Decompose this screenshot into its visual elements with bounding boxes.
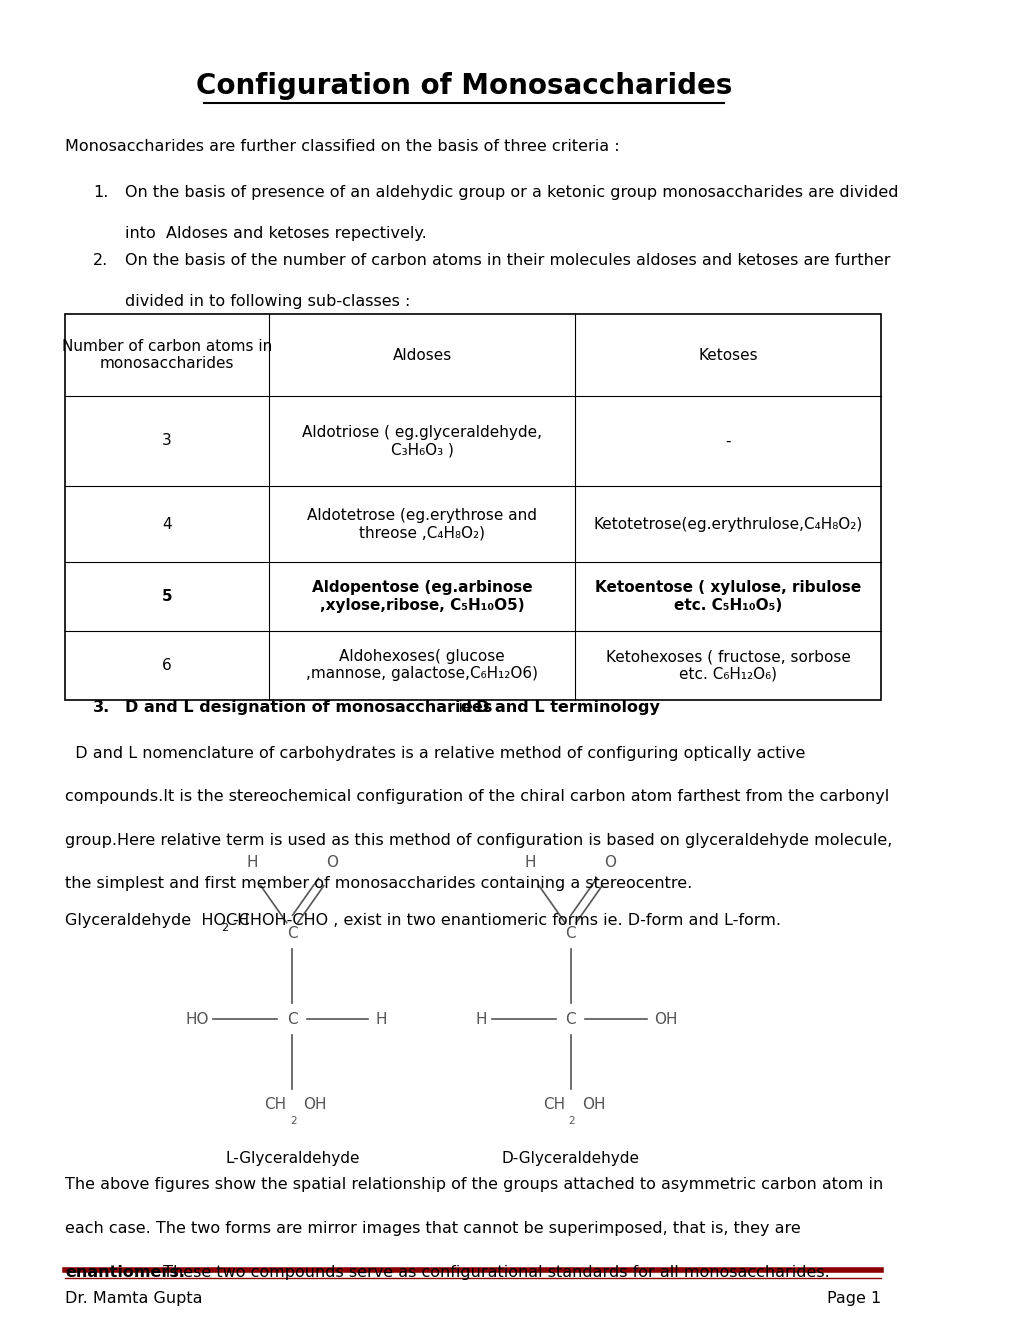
Text: C: C [565,1011,576,1027]
Text: L-Glyceraldehyde: L-Glyceraldehyde [225,1151,359,1166]
Text: group.Here relative term is used as this method of configuration is based on gly: group.Here relative term is used as this… [65,833,892,847]
Text: OH: OH [581,1097,604,1113]
Text: H: H [525,855,536,870]
Text: Monosaccharides are further classified on the basis of three criteria :: Monosaccharides are further classified o… [65,139,619,153]
Text: Aldohexoses( glucose
,mannose, galactose,C₆H₁₂O6): Aldohexoses( glucose ,mannose, galactose… [306,649,538,681]
Text: D-Glyceraldehyde: D-Glyceraldehyde [501,1151,639,1166]
Text: Page 1: Page 1 [826,1291,880,1305]
Text: These two compounds serve as configurational standards for all monosaccharides.: These two compounds serve as configurati… [158,1265,828,1279]
Text: Aldotriose ( eg.glyceraldehyde,
C₃H₆O₃ ): Aldotriose ( eg.glyceraldehyde, C₃H₆O₃ ) [302,425,542,457]
Text: : ie: : ie [447,700,478,714]
Text: 2.: 2. [93,253,108,268]
Text: C: C [286,925,298,941]
Text: compounds.It is the stereochemical configuration of the chiral carbon atom farth: compounds.It is the stereochemical confi… [65,789,889,804]
Text: OH: OH [303,1097,326,1113]
Text: O: O [604,855,615,870]
Text: HO: HO [185,1011,209,1027]
Text: C: C [565,925,576,941]
Text: H: H [375,1011,387,1027]
Text: Aldotetrose (eg.erythrose and
threose ,C₄H₈O₂): Aldotetrose (eg.erythrose and threose ,C… [307,508,537,540]
Text: 5: 5 [162,589,172,605]
Text: Aldoses: Aldoses [392,347,451,363]
Text: CH: CH [264,1097,286,1113]
Text: C: C [286,1011,298,1027]
Text: 1.: 1. [93,185,108,199]
Text: Ketoses: Ketoses [698,347,757,363]
Text: Dr. Mamta Gupta: Dr. Mamta Gupta [65,1291,202,1305]
Text: OH: OH [653,1011,677,1027]
Text: Ketohexoses ( fructose, sorbose
etc. C₆H₁₂O₆): Ketohexoses ( fructose, sorbose etc. C₆H… [605,649,850,681]
Text: divided in to following sub-classes :: divided in to following sub-classes : [125,294,411,309]
Text: 3: 3 [162,433,172,449]
Text: 2: 2 [290,1115,297,1126]
Text: Ketotetrose(eg.erythrulose,C₄H₈O₂): Ketotetrose(eg.erythrulose,C₄H₈O₂) [593,516,862,532]
Text: H: H [475,1011,487,1027]
Text: Configuration of Monosaccharides: Configuration of Monosaccharides [196,71,732,100]
Text: into  Aldoses and ketoses repectively.: into Aldoses and ketoses repectively. [125,226,427,240]
Text: Glyceraldehyde  HOCH: Glyceraldehyde HOCH [65,913,249,928]
Bar [65,314,880,700]
Text: 4: 4 [162,516,171,532]
Text: 2: 2 [221,923,228,933]
Text: Number of carbon atoms in
monosaccharides: Number of carbon atoms in monosaccharide… [62,339,272,371]
Text: each case. The two forms are mirror images that cannot be superimposed, that is,: each case. The two forms are mirror imag… [65,1221,800,1236]
Text: Ketoentose ( xylulose, ribulose
etc. C₅H₁₀O₅): Ketoentose ( xylulose, ribulose etc. C₅H… [595,581,861,612]
Text: D and L nomenclature of carbohydrates is a relative method of configuring optica: D and L nomenclature of carbohydrates is… [65,746,805,760]
Text: H: H [247,855,258,870]
Text: the simplest and first member of monosaccharides containing a stereocentre.: the simplest and first member of monosac… [65,876,692,891]
Text: The above figures show the spatial relationship of the groups attached to asymme: The above figures show the spatial relat… [65,1177,882,1192]
Text: -: - [725,433,731,449]
Text: D and L designation of monosaccharides: D and L designation of monosaccharides [125,700,492,714]
Text: CH: CH [542,1097,565,1113]
Text: D and L terminology: D and L terminology [476,700,659,714]
Text: O: O [326,855,338,870]
Text: 3.: 3. [93,700,110,714]
Text: Aldopentose (eg.arbinose
,xylose,ribose, C₅H₁₀O5): Aldopentose (eg.arbinose ,xylose,ribose,… [312,581,532,612]
Text: On the basis of the number of carbon atoms in their molecules aldoses and ketose: On the basis of the number of carbon ato… [125,253,890,268]
Text: 2: 2 [569,1115,575,1126]
Text: enantiomers.: enantiomers. [65,1265,184,1279]
Text: -CHOH-CHO , exist in two enantiomeric forms ie. D-form and L-form.: -CHOH-CHO , exist in two enantiomeric fo… [233,913,781,928]
Text: On the basis of presence of an aldehydic group or a ketonic group monosaccharide: On the basis of presence of an aldehydic… [125,185,898,199]
Text: 6: 6 [162,657,172,673]
